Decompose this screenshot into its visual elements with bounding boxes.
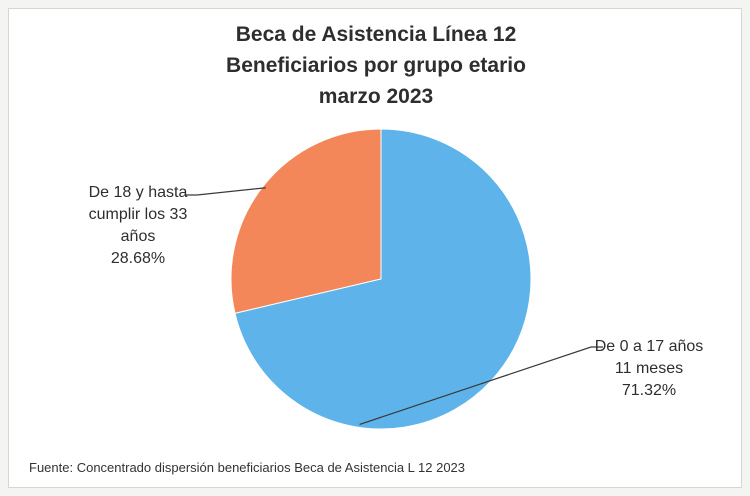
slice-value-adults: 28.68% xyxy=(110,250,166,267)
leader-line-adults xyxy=(185,187,266,196)
chart-title-line-2: Beneficiarios por grupo etario xyxy=(226,54,526,77)
chart-frame: Beca de Asistencia Línea 12 Beneficiario… xyxy=(8,8,742,488)
slice-label-minors-line-1: De 0 a 17 años xyxy=(594,338,704,355)
slice-label-adults-line-3: años xyxy=(120,228,156,245)
chart-title-line-3: marzo 2023 xyxy=(318,85,434,108)
slice-label-minors-line-2: 11 meses xyxy=(614,360,684,377)
leader-lines xyxy=(185,187,603,426)
pie-slices xyxy=(230,128,532,430)
slice-label-adults-line-2: cumplir los 33 xyxy=(88,206,188,223)
slice-label-adults-line-1: De 18 y hasta xyxy=(88,184,188,201)
slice-label-minors: De 0 a 17 años 11 meses 71.32% xyxy=(569,336,729,402)
pie-chart xyxy=(185,128,603,430)
slice-label-adults: De 18 y hasta cumplir los 33 años 28.68% xyxy=(53,182,223,270)
leader-line-minors xyxy=(359,346,603,426)
slice-value-minors: 71.32% xyxy=(621,382,677,399)
chart-source-note: Fuente: Concentrado dispersión beneficia… xyxy=(29,460,466,475)
pie-slice-minors xyxy=(234,128,532,430)
pie-slice-adults xyxy=(230,128,382,314)
chart-title: Beca de Asistencia Línea 12 Beneficiario… xyxy=(9,19,743,112)
chart-title-line-1: Beca de Asistencia Línea 12 xyxy=(235,23,517,46)
